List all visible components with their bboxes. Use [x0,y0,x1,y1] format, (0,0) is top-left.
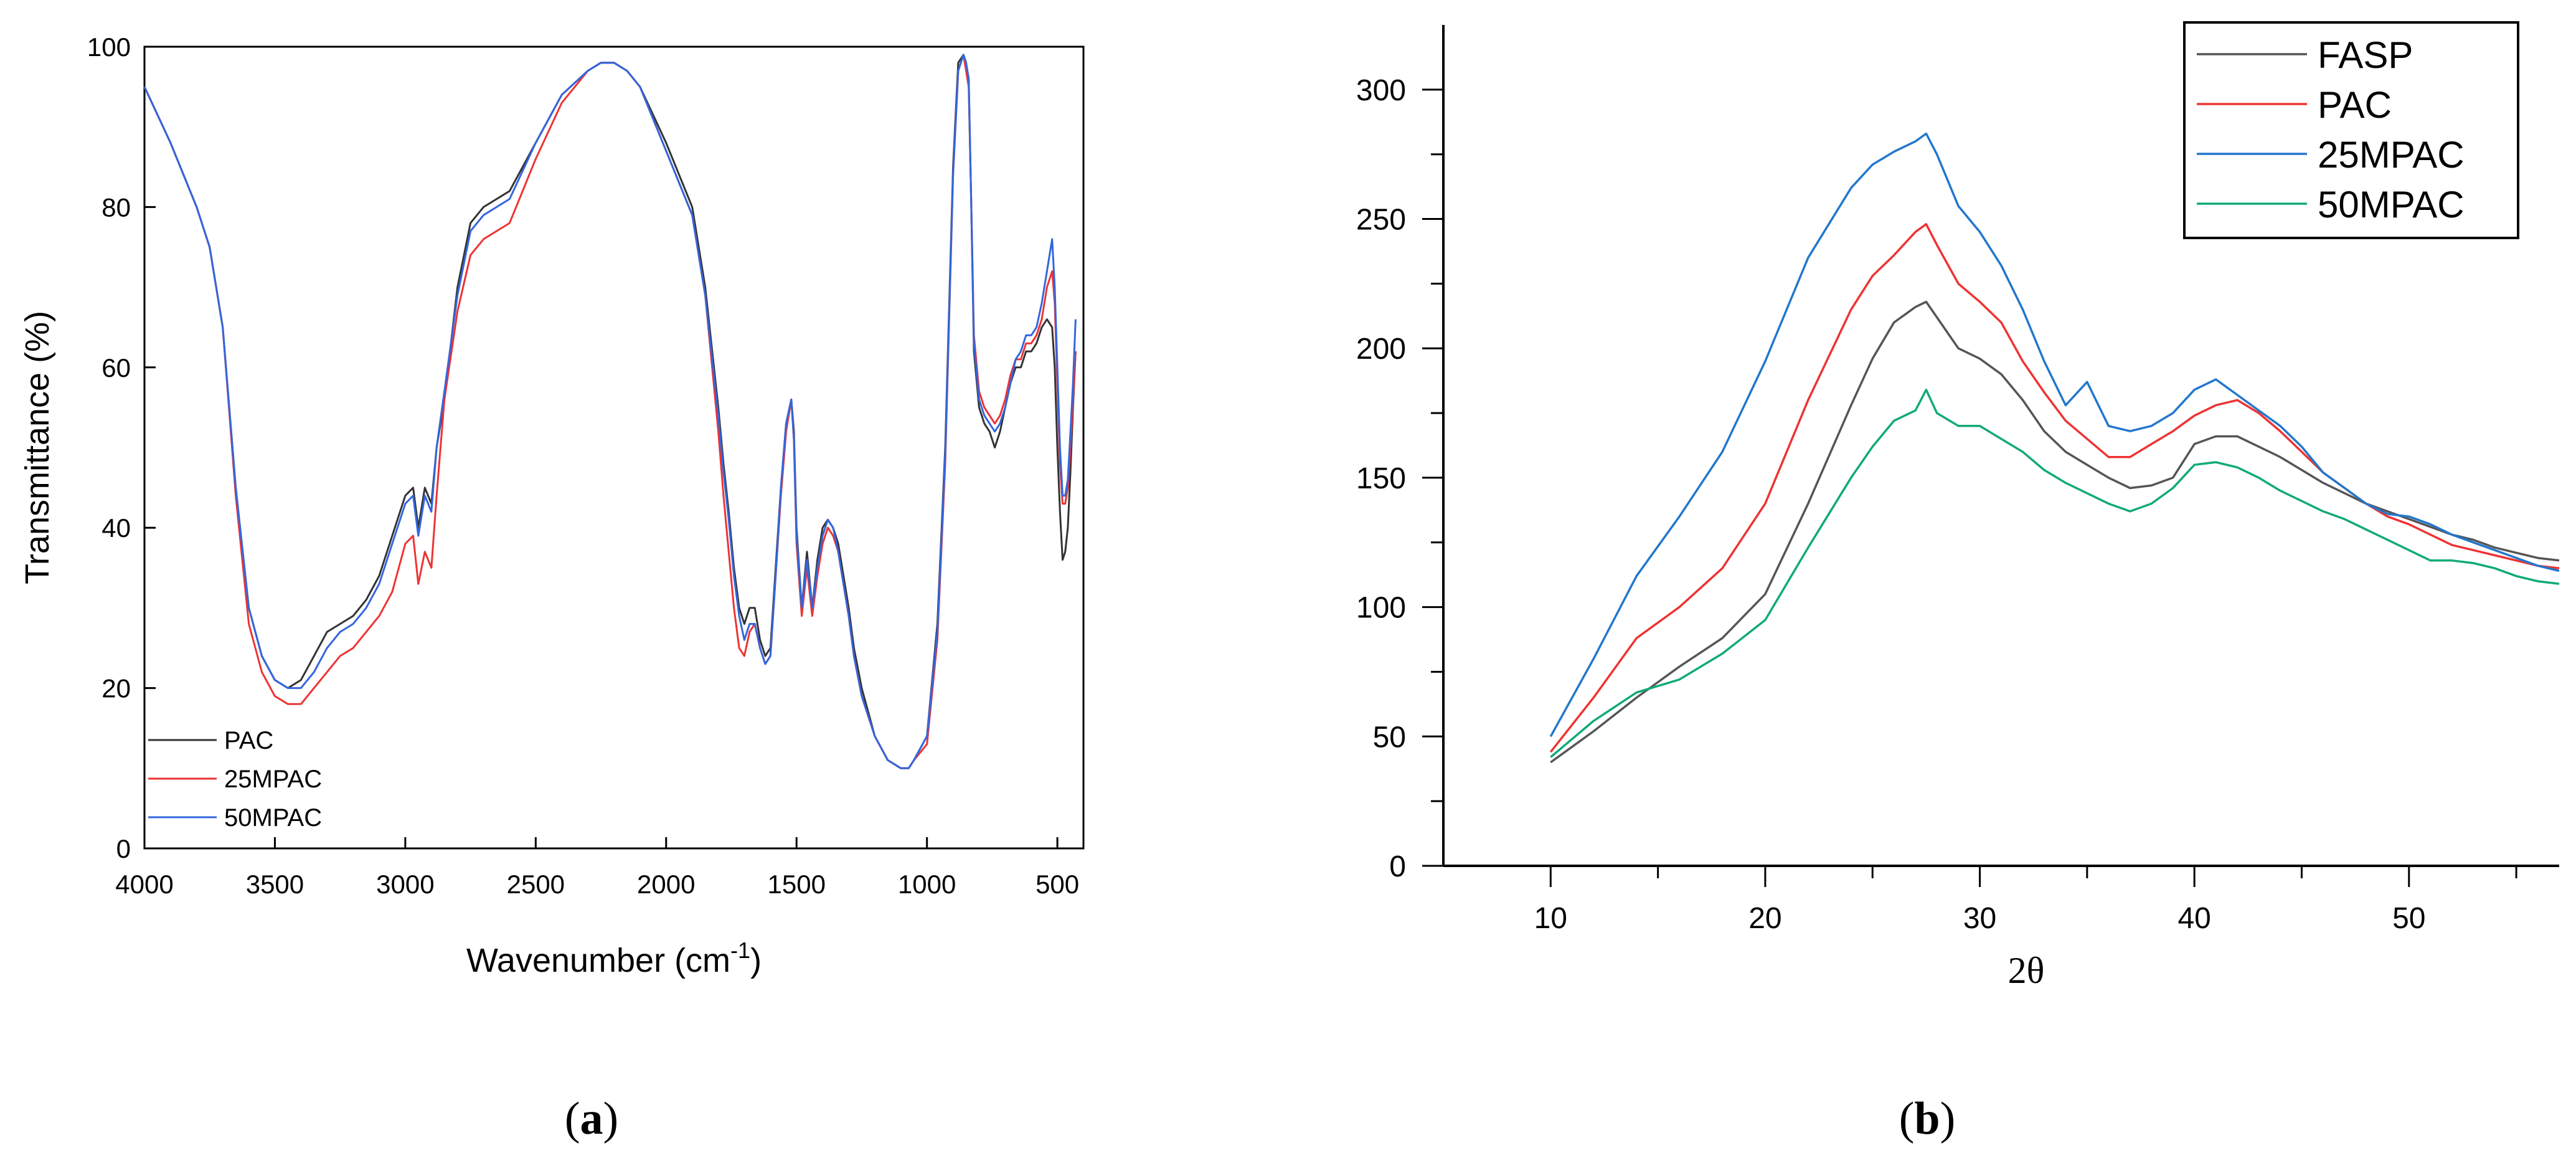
x-tick-label: 40 [2177,902,2210,935]
x-tick-label: 1500 [768,870,826,899]
panel-label-b: (b) [1899,1093,1955,1144]
x-tick-label: 10 [1534,902,1567,935]
series-line-50mpac [1550,388,2560,758]
y-tick-label: 300 [1356,74,1406,107]
x-tick-label: 500 [1036,870,1079,899]
y-tick-label: 0 [1389,850,1406,883]
legend-label: PAC [2318,84,2392,126]
x-tick-label: 2000 [637,870,695,899]
y-tick-label: 80 [101,192,131,222]
x-tick-label: 3500 [246,870,304,899]
legend-label: FASP [2318,34,2413,76]
y-tick-label: 200 [1356,333,1406,366]
legend-label: 50MPAC [2318,184,2465,225]
x-tick-label: 3000 [376,870,434,899]
y-tick-label: 40 [101,513,131,543]
ftir-chart: 4000 3500 3000 2500 2000 1500 1000 500 0 20 40 60 80… [19,32,1085,979]
x-tick-label: 4000 [115,870,173,899]
y-tick-label: 20 [101,674,131,703]
y-tick-label: 0 [116,834,131,863]
y-tick-label: 250 [1356,204,1406,237]
y-axis-label: Transmittance (%) [19,311,56,584]
panel-label-a: (a) [565,1093,618,1144]
legend-label: 50MPAC [224,804,322,832]
y-tick-label: 60 [101,353,131,382]
y-tick-label: 100 [87,32,131,62]
legend-box [2183,21,2519,239]
x-tick-label: 2500 [507,870,565,899]
x-tick-label: 1000 [898,870,956,899]
plot-frame [143,45,1085,850]
series-line-25mpac [1549,132,2560,738]
x-tick-label: 30 [1963,902,1996,935]
x-axis-label: Wavenumber (cm-1) [466,937,762,979]
y-tick-label: 100 [1356,592,1406,625]
y-tick-label: 50 [1373,721,1406,754]
legend-label: PAC [224,727,273,754]
y-tick-label: 150 [1356,462,1406,495]
x-tick-label: 20 [1748,902,1781,935]
x-tick-label: 50 [2392,902,2425,935]
legend-label: 25MPAC [224,766,322,793]
series-line-50mpac [143,54,1077,769]
legend-label: 25MPAC [2318,134,2465,176]
series-line-fasp [1550,300,2560,764]
xrd-chart: 10 20 30 40 50 0 50 100 150 200 250 300 2θ FASP PAC 25M… [1356,21,2560,991]
x-axis-label: 2θ [2008,950,2045,991]
series-line-pac [1549,223,2560,753]
